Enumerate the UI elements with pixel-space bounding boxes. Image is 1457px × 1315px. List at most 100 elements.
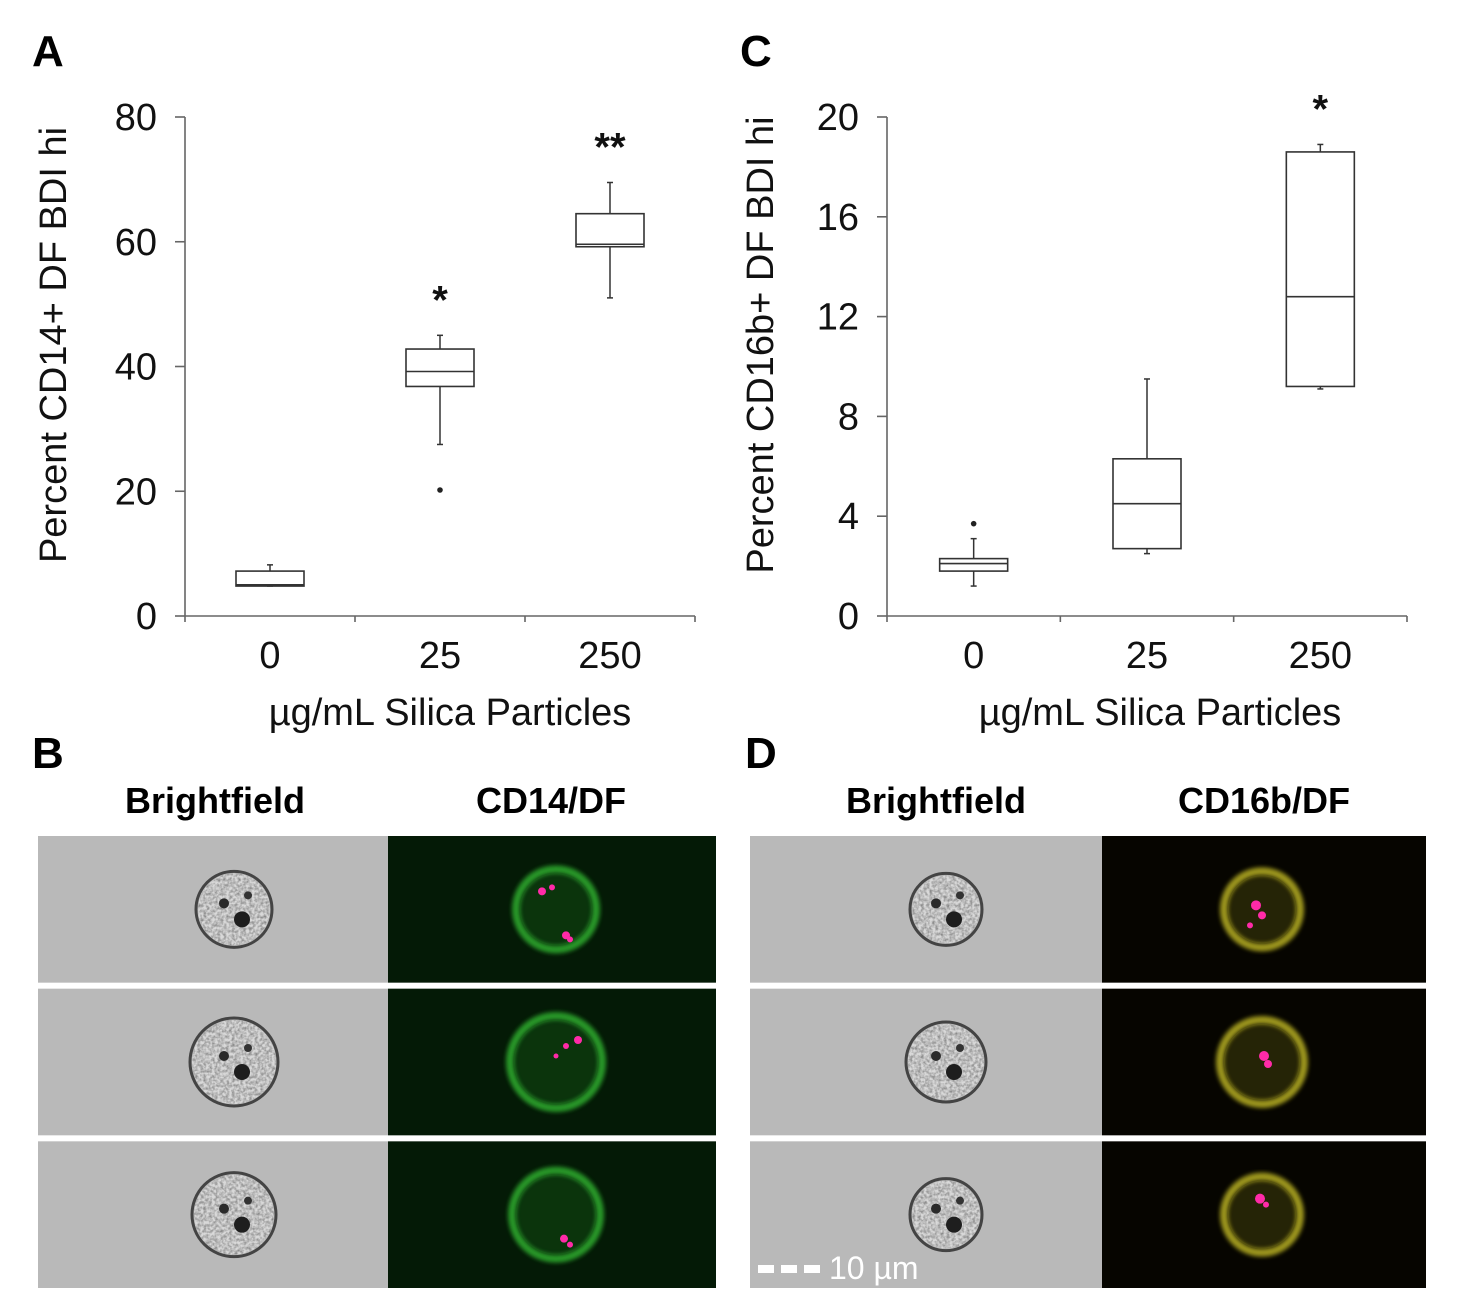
box-plot-cd16b: 0 4 8 12 16 20 0 25 250 µg/mL Silica Particles Per… <box>740 87 1408 734</box>
box-iqr <box>575 212 645 248</box>
outlier-point <box>970 520 977 527</box>
cell-image-grid-d <box>750 836 1426 1288</box>
cell-granule <box>946 1216 962 1233</box>
box-iqr <box>235 570 305 587</box>
x-tick-label: 25 <box>1126 635 1168 677</box>
cell-granule <box>931 1051 941 1061</box>
x-axis-title: µg/mL Silica Particles <box>269 692 632 734</box>
y-tick-label: 4 <box>838 496 859 538</box>
cell-granule <box>956 1044 964 1052</box>
silica-particle <box>567 1241 573 1248</box>
fluorescence-tile <box>388 1141 716 1288</box>
silica-particle <box>538 887 546 896</box>
col-title-cd16b-df: CD16b/DF <box>1177 780 1351 821</box>
box-iqr <box>1285 151 1356 388</box>
cytoplasm-stain <box>514 1020 598 1104</box>
cell-granule <box>244 1044 252 1052</box>
cell-granule <box>931 1203 941 1214</box>
fluorescence-tile <box>1102 836 1426 983</box>
brightfield-tile <box>750 836 1102 983</box>
silica-particle <box>1259 1051 1269 1061</box>
silica-particle <box>549 884 555 891</box>
col-title-brightfield-d: Brightfield <box>846 780 1026 821</box>
x-axis-title: µg/mL Silica Particles <box>979 692 1342 734</box>
brightfield-tile <box>750 1141 1102 1288</box>
significance-marker: ** <box>594 125 626 169</box>
box-iqr <box>938 557 1009 572</box>
brightfield-tile <box>38 1141 388 1288</box>
y-tick-label: 12 <box>817 297 859 339</box>
y-tick-label: 20 <box>115 471 157 513</box>
cell-texture <box>908 1024 984 1100</box>
y-axis-title: Percent CD16b+ DF BDI hi <box>740 116 782 573</box>
x-tick-label: 0 <box>259 635 280 677</box>
scale-bar-dash <box>781 1264 797 1273</box>
fluorescence-background <box>1102 988 1426 1136</box>
cytoplasm-stain <box>1224 1024 1300 1100</box>
x-tick-label: 0 <box>963 635 984 677</box>
scale-bar-dash <box>804 1264 820 1273</box>
box-250: ** <box>575 125 645 299</box>
panel-letter-c: C <box>740 27 772 76</box>
silica-particle <box>574 1036 582 1044</box>
col-title-cd14-df: CD14/DF <box>475 780 627 821</box>
significance-marker: * <box>432 278 448 322</box>
cell-granule <box>244 1196 252 1205</box>
fluorescence-tile <box>1102 1141 1426 1288</box>
x-tick-label: 250 <box>578 635 641 677</box>
y-tick-label: 16 <box>817 197 859 239</box>
scale-bar: 10 µm <box>758 1250 919 1287</box>
y-tick-label: 80 <box>115 97 157 139</box>
cell-granule <box>219 1203 229 1214</box>
membrane-stain <box>1216 1016 1308 1108</box>
box-iqr <box>405 348 475 388</box>
cytoplasm-stain <box>1228 1180 1296 1249</box>
brightfield-tile <box>38 988 388 1136</box>
cell-texture <box>912 1180 980 1249</box>
brightfield-tile <box>38 836 388 983</box>
brightfield-tile <box>750 988 1102 1136</box>
x-tick-label: 25 <box>419 635 461 677</box>
cell-granule <box>956 891 964 900</box>
cell-granule <box>956 1196 964 1205</box>
box-25: * <box>405 278 475 493</box>
silica-particle <box>563 1043 569 1049</box>
cell-texture <box>194 1174 274 1255</box>
silica-particle <box>1258 911 1266 920</box>
membrane-stain <box>1220 867 1304 952</box>
fluorescence-background <box>388 1141 716 1288</box>
outlier-point <box>437 487 443 493</box>
cell-image-grid-b <box>38 836 716 1288</box>
cytoplasm-stain <box>1228 875 1296 944</box>
silica-particle <box>1264 1060 1272 1068</box>
box-0 <box>938 520 1009 587</box>
silica-particle <box>1263 1201 1269 1208</box>
y-tick-label: 8 <box>838 396 859 438</box>
fluorescence-background <box>1102 1141 1426 1288</box>
membrane-stain <box>1220 1172 1304 1257</box>
col-title-brightfield-b: Brightfield <box>125 780 305 821</box>
cytoplasm-stain <box>520 873 592 946</box>
box-0 <box>235 564 305 587</box>
cell-outline <box>190 1171 278 1259</box>
significance-marker: * <box>1313 87 1329 131</box>
y-tick-label: 0 <box>838 596 859 638</box>
silica-particle <box>1247 922 1253 929</box>
cell-granule <box>234 1216 250 1233</box>
membrane-stain <box>506 1012 606 1112</box>
panel-letter-a: A <box>32 27 64 76</box>
x-tick-label: 250 <box>1289 635 1352 677</box>
y-tick-label: 0 <box>136 596 157 638</box>
cell-granule <box>946 1064 962 1080</box>
silica-particle <box>567 936 573 943</box>
cell-outline <box>188 1016 280 1108</box>
cell-granule <box>234 1064 250 1080</box>
y-tick-label: 60 <box>115 222 157 264</box>
membrane-stain <box>512 865 600 954</box>
box-250: * <box>1285 87 1356 390</box>
silica-particle <box>1251 900 1261 911</box>
panel-letter-d: D <box>745 729 777 778</box>
cytoplasm-stain <box>516 1174 596 1255</box>
cell-texture <box>198 873 270 946</box>
scale-bar-dash <box>758 1264 774 1273</box>
